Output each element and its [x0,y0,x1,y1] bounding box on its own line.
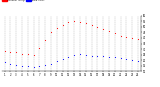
Legend: Outdoor Temp, Dew Point: Outdoor Temp, Dew Point [1,0,44,2]
